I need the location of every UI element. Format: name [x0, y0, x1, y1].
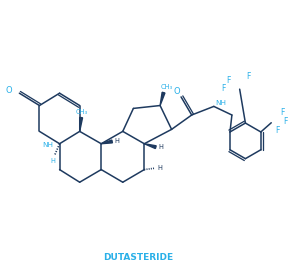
Text: H: H: [159, 144, 163, 150]
Text: F: F: [246, 72, 251, 81]
Polygon shape: [144, 144, 156, 149]
Text: F: F: [222, 84, 226, 93]
Text: H: H: [158, 165, 162, 171]
Text: NH: NH: [216, 100, 227, 106]
Text: H: H: [51, 158, 56, 164]
Text: H: H: [114, 138, 119, 144]
Polygon shape: [80, 117, 83, 131]
Text: F: F: [227, 76, 231, 85]
Polygon shape: [101, 140, 112, 144]
Text: NH: NH: [42, 142, 53, 148]
Text: O: O: [174, 87, 180, 96]
Text: CH₃: CH₃: [76, 109, 88, 115]
Polygon shape: [160, 92, 165, 106]
Text: CH₃: CH₃: [160, 84, 173, 90]
Text: F: F: [275, 126, 279, 135]
Text: F: F: [284, 117, 288, 126]
Text: DUTASTERIDE: DUTASTERIDE: [103, 253, 174, 262]
Text: F: F: [280, 108, 284, 117]
Text: O: O: [5, 87, 12, 95]
